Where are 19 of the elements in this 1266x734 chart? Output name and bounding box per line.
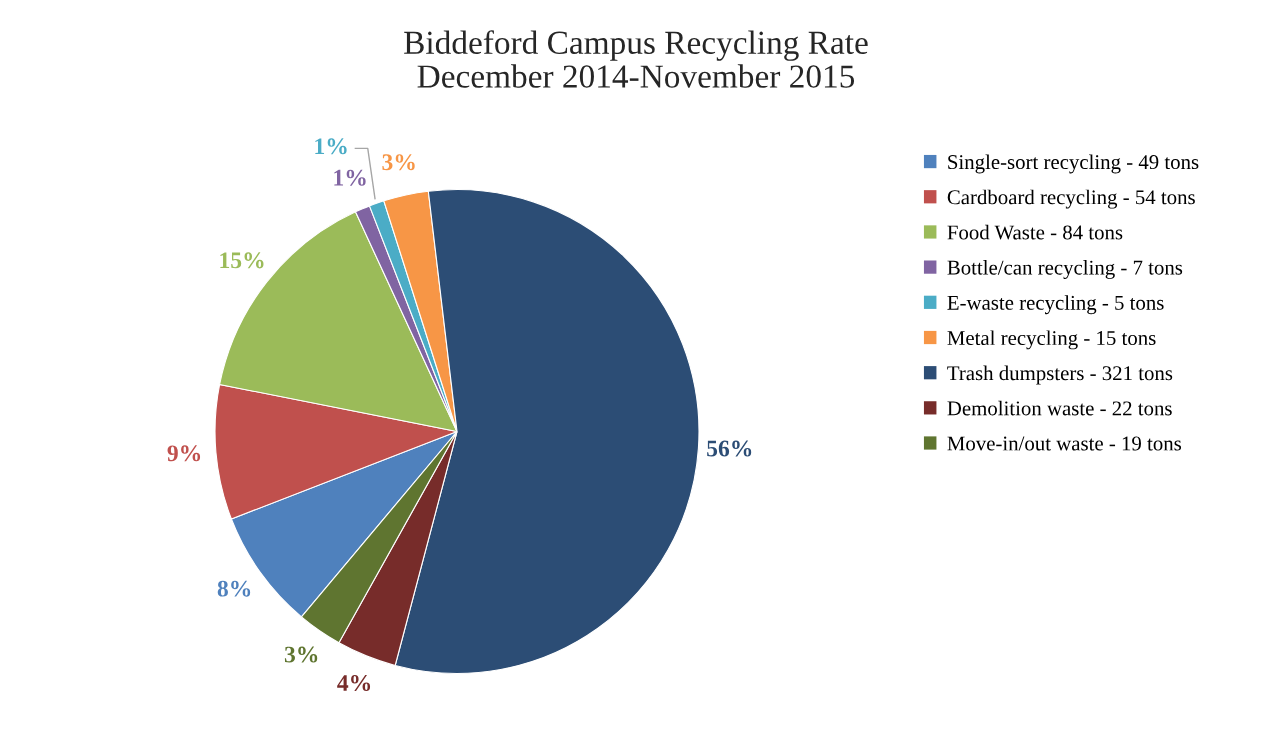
data-label: 3%	[382, 154, 415, 171]
legend-label: Metal recycling - 15 tons	[947, 330, 1156, 350]
chart-title: Biddeford Campus Recycling Rate December 2014-November 2015	[404, 30, 868, 88]
legend-label: Cardboard recycling - 54 tons	[947, 189, 1195, 209]
legend-label: E-waste recycling - 5 tons	[947, 295, 1164, 315]
data-label: 1%	[315, 138, 347, 155]
data-label: 56%	[707, 440, 752, 457]
legend-label: Bottle/can recycling - 7 tons	[947, 259, 1183, 279]
legend-label: Demolition waste - 22 tons	[947, 400, 1172, 416]
legend-label: Trash dumpsters - 321 tons	[947, 365, 1173, 385]
data-label: 1%	[334, 169, 366, 186]
data-label: 3%	[284, 646, 318, 663]
legend-label: Food Waste - 84 tons	[947, 224, 1123, 240]
data-label: 15%	[220, 252, 264, 269]
legend-label: Single-sort recycling - 49 tons	[948, 154, 1199, 174]
data-label: 9%	[167, 445, 201, 462]
legend-label: Move-in/out waste - 19 tons	[947, 436, 1182, 451]
data-label: 8%	[217, 580, 251, 597]
data-label: 4%	[337, 675, 371, 692]
